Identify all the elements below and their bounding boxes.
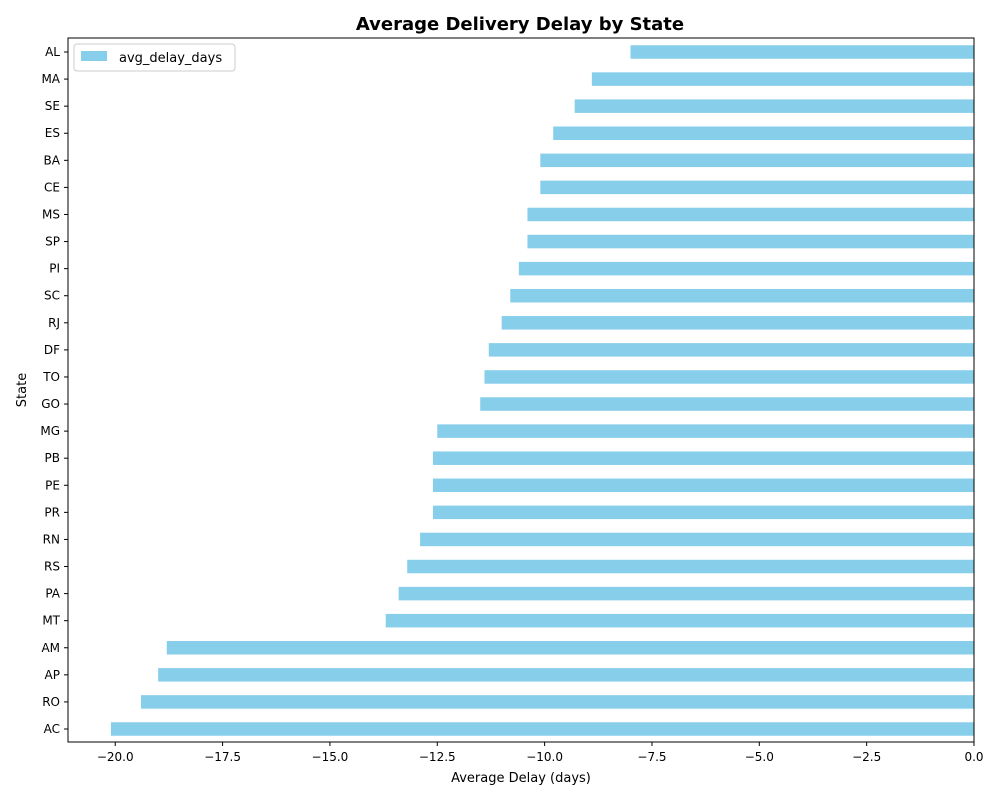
bar-df — [488, 343, 974, 357]
x-tick-label: −17.5 — [204, 750, 241, 764]
y-tick-label: AC — [44, 722, 60, 736]
legend-swatch — [81, 51, 107, 61]
bar-se — [574, 99, 974, 113]
y-tick-label: ES — [45, 126, 60, 140]
y-tick-label: RS — [44, 560, 60, 574]
y-tick-label: TO — [42, 370, 60, 384]
bar-es — [553, 126, 974, 140]
bar-to — [484, 370, 974, 384]
bar-sp — [527, 234, 974, 249]
bar-pb — [432, 451, 974, 465]
y-tick-label: CE — [44, 180, 60, 194]
bar-ap — [158, 668, 975, 682]
y-tick-label: RJ — [48, 316, 60, 330]
y-tick-label: PB — [45, 451, 60, 465]
x-axis-label: Average Delay (days) — [451, 771, 591, 786]
bar-ba — [540, 153, 974, 168]
y-tick-label: PE — [45, 478, 60, 492]
y-tick-label: SE — [45, 99, 60, 113]
bar-mt — [385, 613, 974, 628]
y-tick-label: MT — [42, 614, 60, 628]
bar-pe — [432, 478, 974, 493]
bars-group — [110, 45, 975, 736]
bar-al — [630, 45, 974, 59]
y-axis-label: State — [15, 373, 30, 407]
x-tick-label: 0.0 — [964, 750, 983, 764]
x-tick-label: −2.5 — [852, 750, 881, 764]
bar-rn — [420, 532, 974, 547]
y-tick-label: SC — [44, 289, 60, 303]
y-tick-label: GO — [41, 397, 60, 411]
bar-pr — [432, 505, 974, 520]
legend-box — [73, 43, 236, 72]
bar-mg — [437, 424, 974, 438]
y-tick-label: MS — [42, 207, 60, 221]
y-tick-label: BA — [44, 153, 61, 167]
legend: avg_delay_days — [73, 43, 236, 72]
x-tick-label: −20.0 — [97, 750, 134, 764]
y-tick-label: PA — [45, 587, 60, 601]
chart-title: Average Delivery Delay by State — [356, 14, 684, 35]
bar-go — [480, 397, 974, 411]
plot-frame — [67, 37, 975, 743]
y-tick-label: SP — [45, 235, 60, 249]
bar-ce — [540, 180, 974, 195]
x-tick-label: −12.5 — [419, 750, 456, 764]
y-tick-label: MG — [40, 424, 60, 438]
bar-sc — [510, 288, 974, 303]
bar-rj — [501, 316, 974, 330]
y-tick-label: DF — [44, 343, 60, 357]
bar-pi — [518, 261, 974, 276]
x-tick-label: −7.5 — [637, 750, 666, 764]
x-tick-label: −15.0 — [312, 750, 349, 764]
x-axis: −20.0 −17.5 −15.0 −12.5 −10.0 −7.5 −5.0 −2.5 0.0 — [97, 742, 984, 764]
y-tick-label: RN — [43, 532, 60, 546]
bar-ac — [110, 722, 975, 736]
bar-rs — [407, 559, 974, 574]
y-tick-label: AM — [41, 641, 60, 655]
bar-ms — [527, 207, 974, 222]
x-tick-label: −10.0 — [526, 750, 563, 764]
y-tick-label: PR — [44, 505, 60, 519]
y-tick-label: PI — [49, 262, 60, 276]
legend-label: avg_delay_days — [119, 51, 222, 66]
y-axis: AL MA SE ES BA CE MS SP PI SC RJ DF TO GO MG PB PE PR RN RS… — [40, 45, 68, 736]
bar-am — [166, 641, 974, 655]
bar-ro — [140, 695, 975, 709]
x-tick-label: −5.0 — [745, 750, 774, 764]
y-tick-label: RO — [42, 695, 60, 709]
y-tick-label: MA — [41, 72, 60, 86]
y-tick-label: AP — [45, 668, 60, 682]
bar-pa — [398, 586, 974, 601]
y-tick-label: AL — [45, 45, 60, 59]
bar-ma — [591, 72, 974, 86]
